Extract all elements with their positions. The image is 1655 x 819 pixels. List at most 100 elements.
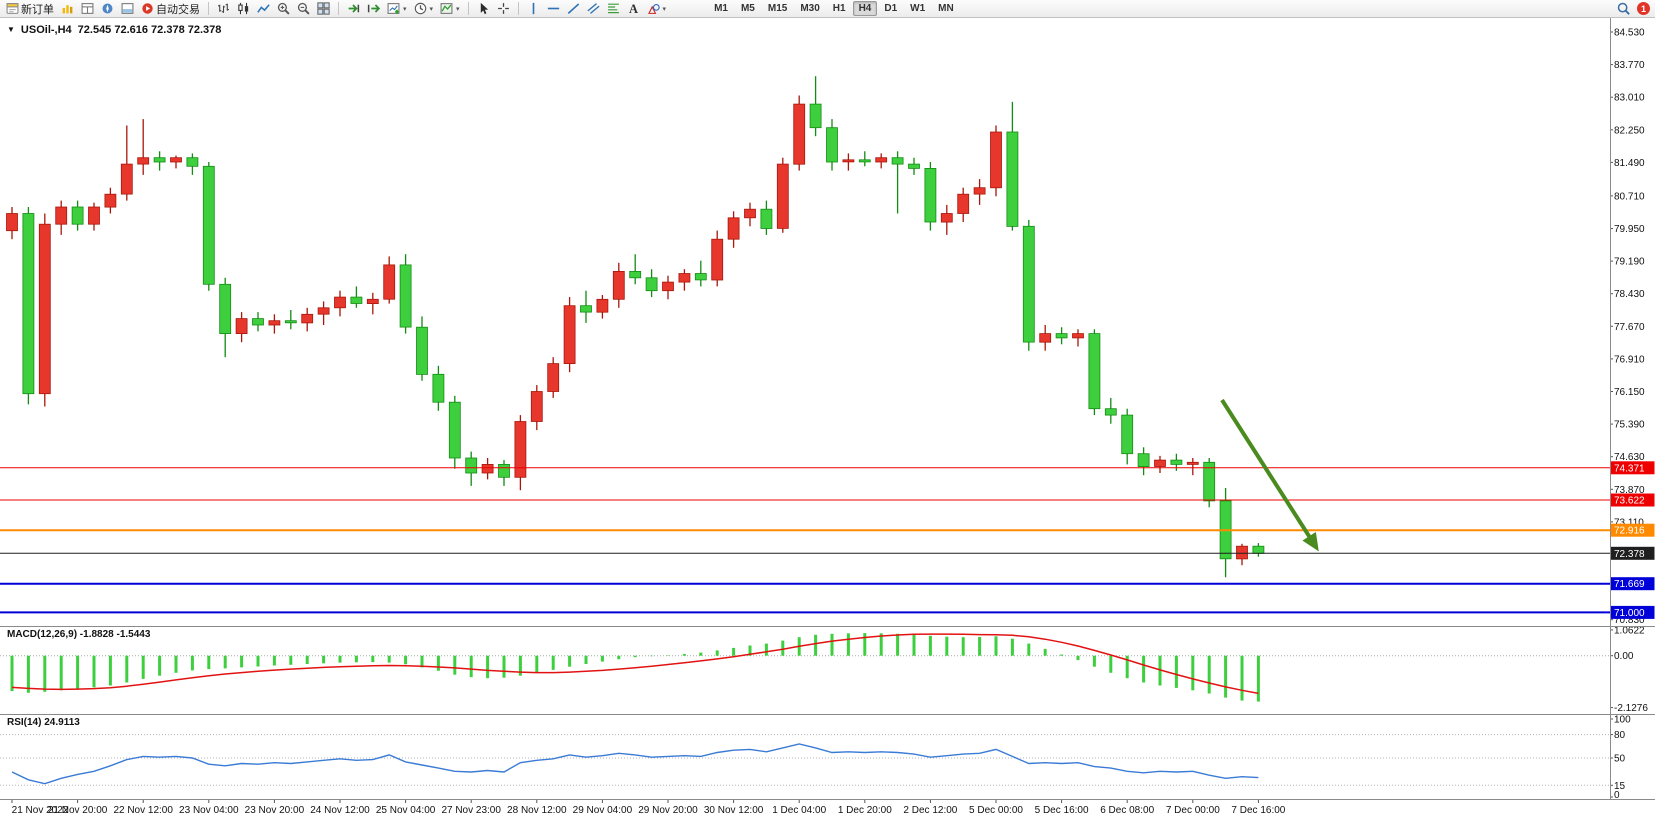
svg-text:1 Dec 04:00: 1 Dec 04:00 bbox=[772, 805, 826, 816]
macd-signal-line bbox=[11, 633, 1259, 695]
crosshair-tool-button[interactable] bbox=[494, 1, 513, 17]
svg-text:77.670: 77.670 bbox=[1614, 322, 1645, 333]
timeframe-mn-button[interactable]: MN bbox=[938, 3, 954, 14]
toolbar-button-label: 自动交易 bbox=[156, 3, 200, 16]
bars-icon bbox=[218, 3, 229, 13]
svg-text:24 Nov 12:00: 24 Nov 12:00 bbox=[310, 805, 370, 816]
chart-title: ▼ USOil-,H4 72.545 72.616 72.378 72.378 bbox=[7, 24, 221, 36]
svg-text:80.710: 80.710 bbox=[1614, 191, 1645, 202]
price-line-73.622[interactable]: 73.622 bbox=[0, 493, 1655, 507]
svg-text:28 Nov 12:00: 28 Nov 12:00 bbox=[507, 805, 567, 816]
shapes-dropdown[interactable]: ▾ bbox=[644, 1, 670, 17]
price-line-72.916[interactable]: 72.916 bbox=[0, 523, 1655, 537]
timeframe-m15-button[interactable]: M15 bbox=[767, 3, 788, 14]
bar-chart-button[interactable] bbox=[214, 1, 233, 17]
svg-text:0.00: 0.00 bbox=[1614, 651, 1634, 662]
shapes-icon bbox=[647, 4, 660, 14]
tile-windows-button[interactable] bbox=[314, 1, 333, 17]
search-button[interactable] bbox=[1614, 1, 1633, 17]
timeframe-m5-button[interactable]: M5 bbox=[740, 3, 755, 14]
terminal-button[interactable] bbox=[118, 1, 137, 17]
svg-text:84.530: 84.530 bbox=[1614, 28, 1645, 39]
market-watch-button[interactable] bbox=[58, 1, 77, 17]
timeframe-m1-button[interactable]: M1 bbox=[714, 3, 728, 14]
trendline-icon bbox=[567, 3, 579, 14]
timeframe-m30-button[interactable]: M30 bbox=[800, 3, 820, 14]
trendline-tool-button[interactable] bbox=[564, 1, 583, 17]
price-line-71.669[interactable]: 71.669 bbox=[0, 577, 1655, 591]
svg-text:30 Nov 12:00: 30 Nov 12:00 bbox=[704, 805, 764, 816]
macd-histogram bbox=[10, 633, 1260, 702]
svg-text:1.0622: 1.0622 bbox=[1614, 625, 1645, 636]
timeframe-h1-button[interactable]: H1 bbox=[832, 3, 846, 14]
svg-text:79.950: 79.950 bbox=[1614, 224, 1645, 235]
text-tool-button[interactable]: A bbox=[624, 1, 643, 17]
trend-arrow-annotation[interactable] bbox=[1220, 398, 1319, 552]
zoom-out-button[interactable] bbox=[294, 1, 313, 17]
clock-icon bbox=[414, 2, 426, 15]
indicators-dropdown[interactable]: ▾ bbox=[437, 1, 463, 17]
cursor-tool-button[interactable] bbox=[474, 1, 493, 17]
new-order-button[interactable]: 新订单 bbox=[3, 1, 57, 17]
svg-text:15: 15 bbox=[1614, 781, 1626, 792]
periods-dropdown[interactable]: ▾ bbox=[411, 1, 437, 17]
macd-panel: 1.0622 0.00 -2.1276 bbox=[0, 625, 1648, 714]
svg-text:76.150: 76.150 bbox=[1614, 387, 1645, 398]
data-window-button[interactable] bbox=[78, 1, 97, 17]
svg-text:27 Nov 23:00: 27 Nov 23:00 bbox=[441, 805, 501, 816]
price-line-72.378[interactable]: 72.378 bbox=[0, 546, 1655, 560]
candles-icon bbox=[238, 2, 249, 15]
timeframe-h4-button[interactable]: H4 bbox=[852, 1, 878, 16]
svg-text:73.622: 73.622 bbox=[1614, 496, 1645, 507]
toolbar-right-group: 1 bbox=[1614, 1, 1652, 17]
candlestick-series bbox=[6, 76, 1265, 578]
symbol-timeframe-label: USOil-,H4 bbox=[20, 24, 72, 36]
line-chart-button[interactable] bbox=[254, 1, 273, 17]
rsi-panel: 100 80 50 150 bbox=[0, 715, 1631, 801]
symbol-collapse-icon[interactable]: ▼ bbox=[7, 25, 15, 34]
toolbar-separator bbox=[467, 2, 469, 15]
price-line-74.371[interactable]: 74.371 bbox=[0, 461, 1655, 475]
notification-badge[interactable]: 1 bbox=[1637, 2, 1650, 15]
market-watch-icon bbox=[62, 5, 73, 14]
timeframe-d1-button[interactable]: D1 bbox=[884, 3, 898, 14]
autotrade-icon bbox=[142, 3, 153, 14]
order-ticket-icon bbox=[6, 3, 19, 14]
auto-scroll-button[interactable] bbox=[344, 1, 363, 17]
price-axis[interactable]: 84.530 83.770 83.010 82.250 81.490 80.710 79.9… bbox=[1610, 28, 1645, 627]
new-chart-dropdown[interactable]: ▾ bbox=[384, 1, 410, 17]
horizontal-line-tool-button[interactable] bbox=[544, 1, 563, 17]
navigator-button[interactable] bbox=[98, 1, 117, 17]
chart-shift-button[interactable] bbox=[364, 1, 383, 17]
vertical-line-tool-button[interactable] bbox=[524, 1, 543, 17]
rsi-line bbox=[11, 743, 1259, 785]
dropdown-arrow-icon: ▾ bbox=[429, 5, 434, 13]
svg-text:74.371: 74.371 bbox=[1614, 463, 1645, 474]
dropdown-arrow-icon: ▾ bbox=[403, 5, 407, 13]
zoom-in-button[interactable] bbox=[274, 1, 293, 17]
svg-text:23 Nov 20:00: 23 Nov 20:00 bbox=[245, 805, 305, 816]
cursor-icon bbox=[480, 2, 488, 15]
hline-icon bbox=[547, 7, 559, 10]
zoom-out-icon bbox=[297, 2, 310, 15]
panel-dividers[interactable] bbox=[0, 626, 1655, 800]
svg-text:21 Nov 2022: 21 Nov 2022 bbox=[12, 805, 69, 816]
svg-text:100: 100 bbox=[1614, 715, 1631, 726]
auto-trading-button[interactable]: 自动交易 bbox=[138, 1, 203, 17]
candlestick-chart-button[interactable] bbox=[234, 1, 253, 17]
data-window-icon bbox=[81, 3, 94, 14]
toolbar-separator bbox=[517, 2, 519, 15]
price-line-71.000[interactable]: 71.000 bbox=[0, 605, 1655, 619]
channel-tool-button[interactable] bbox=[584, 1, 603, 17]
zoom-in-icon bbox=[277, 2, 290, 15]
svg-text:50: 50 bbox=[1614, 754, 1626, 765]
timeframe-w1-button[interactable]: W1 bbox=[910, 3, 926, 14]
text-icon: A bbox=[629, 2, 638, 15]
fibonacci-tool-button[interactable] bbox=[604, 1, 623, 17]
svg-text:21 Nov 20:00: 21 Nov 20:00 bbox=[48, 805, 108, 816]
search-icon bbox=[1617, 2, 1630, 15]
svg-text:72.916: 72.916 bbox=[1614, 526, 1645, 537]
rsi-label: RSI(14) 24.9113 bbox=[7, 717, 80, 728]
